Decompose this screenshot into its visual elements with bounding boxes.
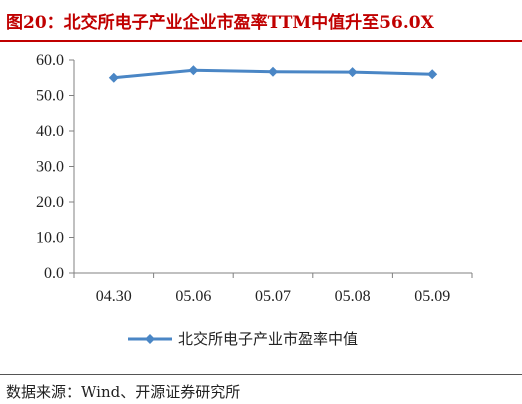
y-tick-label: 10.0 (36, 230, 64, 247)
data-point-marker (188, 65, 199, 76)
chart-legend: 北交所电子产业市盈率中值 (128, 330, 358, 348)
figure-title: 图20：北交所电子产业企业市盈率TTM中值升至56.0X (6, 13, 434, 33)
data-point-marker (268, 66, 278, 77)
title-divider (0, 40, 522, 42)
y-tick-label: 40.0 (36, 123, 64, 140)
x-tick-label: 05.06 (175, 288, 211, 305)
x-tick-label: 05.09 (414, 288, 450, 305)
source-divider (0, 374, 522, 375)
data-point-marker (108, 72, 119, 83)
legend-marker (145, 334, 155, 344)
y-axis-ticks: 0.0 10.0 20.0 30.0 40.0 50.0 60.0 (36, 52, 74, 282)
y-tick-label: 20.0 (36, 194, 64, 211)
source-note: 数据来源：Wind、开源证券研究所 (6, 383, 241, 401)
y-tick-label: 30.0 (36, 159, 64, 176)
x-tick-label: 05.07 (255, 288, 291, 305)
x-axis-ticks: 04.30 05.06 05.07 05.08 05.09 (73, 273, 473, 305)
x-tick-label: 04.30 (96, 288, 132, 305)
legend-label: 北交所电子产业市盈率中值 (178, 330, 358, 348)
y-tick-label: 50.0 (36, 88, 64, 105)
y-tick-label: 60.0 (36, 52, 64, 69)
chart-axes (73, 60, 472, 274)
y-tick-label: 0.0 (44, 265, 64, 282)
data-point-marker (427, 69, 438, 80)
x-tick-label: 05.08 (335, 288, 371, 305)
data-point-marker (347, 67, 358, 78)
series-group (108, 65, 438, 83)
